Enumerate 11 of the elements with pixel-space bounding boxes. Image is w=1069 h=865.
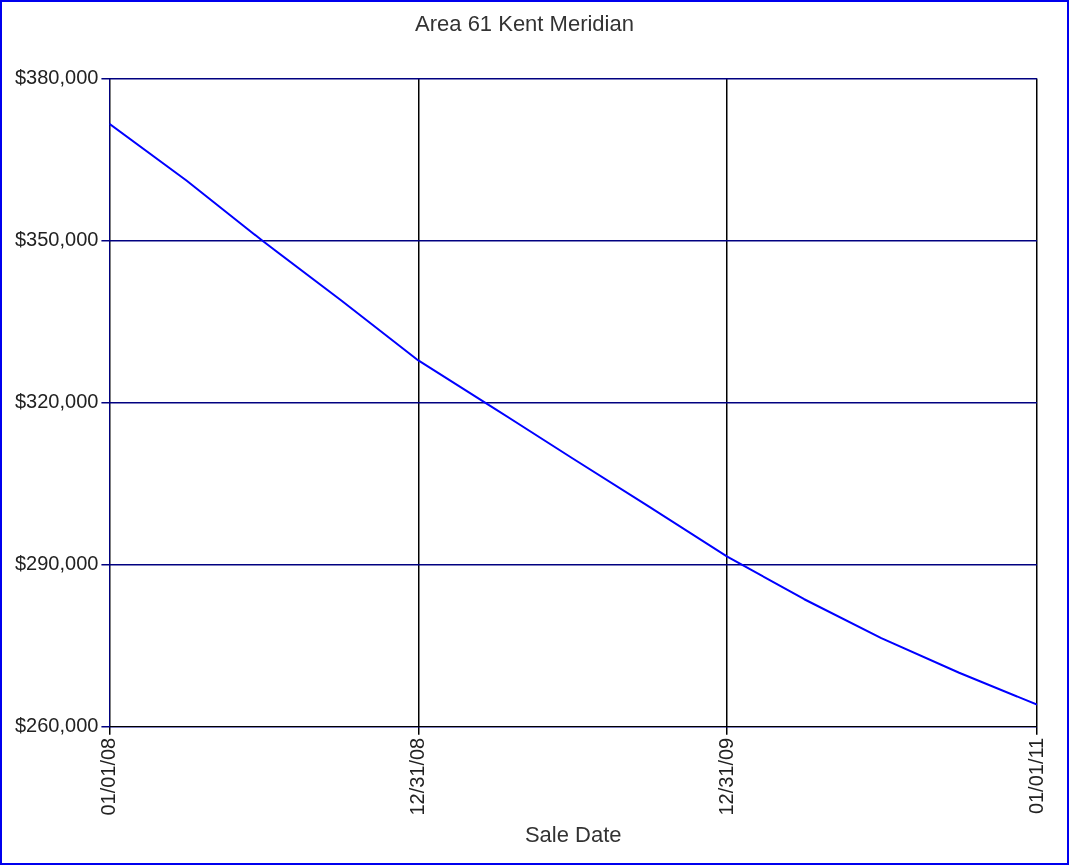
x-tick-label: 01/01/11	[1024, 737, 1047, 815]
y-tick-label: $350,000	[15, 228, 99, 250]
x-tick-label: 12/31/08	[405, 737, 428, 816]
x-tick-label: 01/01/08	[96, 737, 119, 816]
chart-title: Area 61 Kent Meridian	[415, 11, 634, 37]
x-tick-label: 12/31/09	[714, 737, 737, 816]
y-tick-label: $260,000	[15, 714, 99, 737]
y-tick-label: $380,000	[15, 65, 99, 88]
x-axis-title: Sale Date	[524, 821, 622, 847]
y-tick-label: $290,000	[15, 552, 99, 575]
y-tick-label: $320,000	[15, 390, 99, 413]
